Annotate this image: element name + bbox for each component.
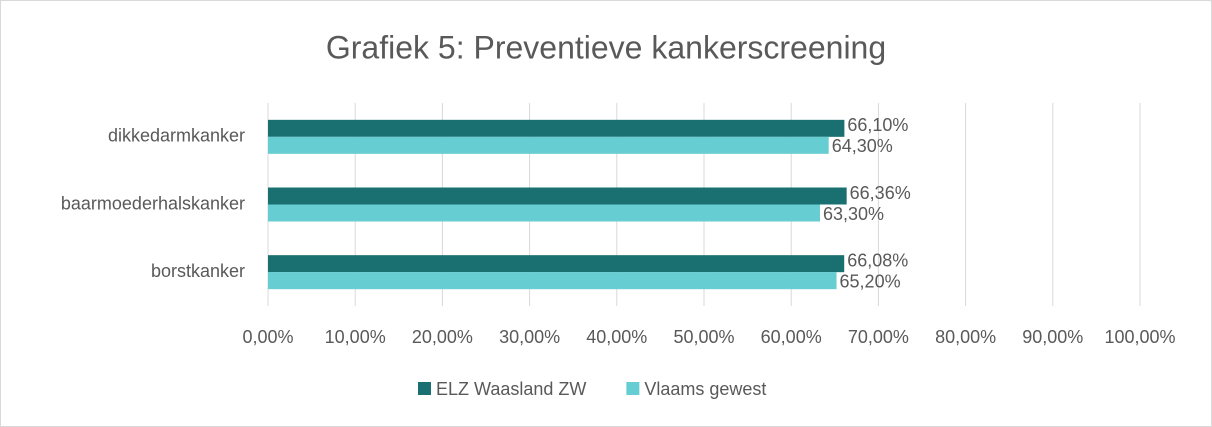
data-label: 66,08%	[847, 250, 908, 270]
x-tick-label: 80,00%	[935, 327, 996, 347]
data-label: 65,20%	[840, 271, 901, 291]
x-tick-label: 0,00%	[242, 327, 293, 347]
legend-swatch	[626, 382, 640, 395]
data-label: 66,10%	[847, 115, 908, 135]
data-label: 66,36%	[850, 183, 911, 203]
x-tick-label: 50,00%	[673, 327, 734, 347]
y-tick-label: borstkanker	[151, 261, 245, 281]
chart-title: Grafiek 5: Preventieve kankerscreening	[326, 29, 886, 65]
bar	[268, 119, 845, 137]
bar	[268, 255, 845, 273]
data-label: 63,30%	[823, 204, 884, 224]
bar	[268, 272, 837, 290]
x-tick-label: 20,00%	[412, 327, 473, 347]
bar	[268, 204, 820, 222]
x-tick-label: 40,00%	[586, 327, 647, 347]
x-tick-label: 60,00%	[761, 327, 822, 347]
bar	[268, 136, 829, 154]
legend-swatch	[418, 382, 431, 395]
legend-label: Vlaams gewest	[644, 379, 766, 399]
x-tick-label: 70,00%	[848, 327, 909, 347]
bar	[268, 187, 847, 205]
legend-label: ELZ Waasland ZW	[436, 379, 586, 399]
x-tick-label: 10,00%	[325, 327, 386, 347]
y-tick-label: baarmoederhalskanker	[61, 193, 245, 213]
y-tick-label: dikkedarmkanker	[108, 126, 245, 146]
x-tick-label: 30,00%	[499, 327, 560, 347]
data-label: 64,30%	[832, 136, 893, 156]
x-tick-label: 100,00%	[1104, 327, 1175, 347]
x-tick-label: 90,00%	[1022, 327, 1083, 347]
